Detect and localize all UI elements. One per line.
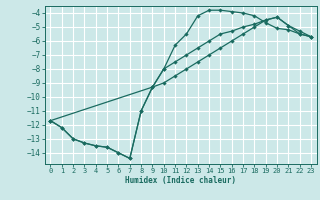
- X-axis label: Humidex (Indice chaleur): Humidex (Indice chaleur): [125, 176, 236, 185]
